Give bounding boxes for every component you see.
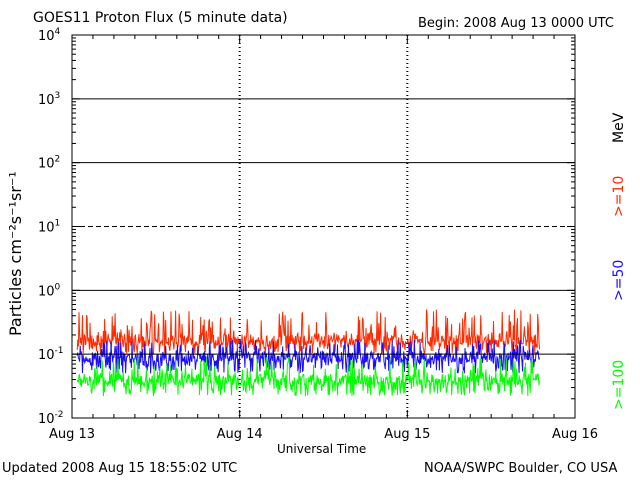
flux-series-line (76, 309, 540, 356)
x-tick-label: Aug 13 (49, 427, 95, 442)
y-tick-label: 10-1 (38, 346, 64, 363)
y-tick-label: 102 (38, 155, 60, 172)
begin-time: Begin: 2008 Aug 13 0000 UTC (418, 16, 614, 31)
legend-ge10: >=10 (611, 175, 627, 217)
x-tick-label: Aug 16 (552, 427, 598, 442)
x-tick-label: Aug 15 (384, 427, 430, 442)
updated-time: Updated 2008 Aug 15 18:55:02 UTC (2, 461, 238, 476)
source-credit: NOAA/SWPC Boulder, CO USA (424, 461, 618, 476)
legend-ge100: >=100 (611, 359, 627, 410)
y-tick-label: 104 (38, 27, 61, 44)
x-tick-label: Aug 14 (217, 427, 263, 442)
plot-frame (71, 34, 576, 419)
legend-unit: MeV (611, 112, 627, 143)
x-axis-label: Universal Time (277, 442, 367, 456)
y-tick-label: 100 (38, 282, 61, 299)
legend-ge50: >=50 (611, 259, 627, 301)
y-tick-label: 103 (38, 91, 60, 108)
flux-series-line (76, 357, 540, 397)
y-axis-label: Particles cm⁻²s⁻¹sr⁻¹ (6, 171, 25, 336)
chart-title: GOES11 Proton Flux (5 minute data) (33, 10, 288, 26)
y-tick-label: 101 (38, 219, 60, 236)
y-tick-label: 10-2 (38, 410, 64, 427)
